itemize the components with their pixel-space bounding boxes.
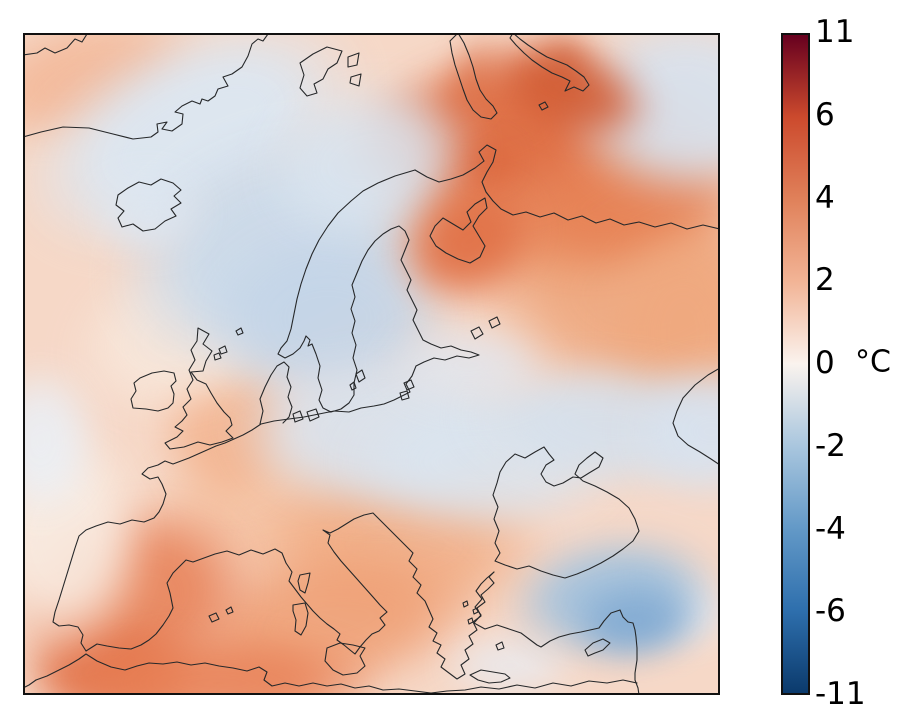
coastline-great-britain	[164, 327, 234, 450]
coastline-aegean-islands	[462, 600, 479, 625]
anomaly-blob	[380, 322, 556, 408]
coastline-novaya-zemlya-north	[509, 35, 590, 92]
colorbar-tick-label: 11	[815, 13, 855, 50]
map-panel	[23, 33, 720, 695]
coastline-svalbard	[299, 46, 362, 97]
colorbar	[781, 33, 810, 695]
coastline-iceland	[115, 178, 182, 232]
coastline-danish-islands	[292, 408, 320, 423]
coastline-ireland	[130, 370, 177, 412]
coastline-jutland	[259, 361, 293, 425]
coastline-arctic-russia	[414, 144, 718, 230]
colorbar-tick-label: 6	[815, 96, 835, 133]
coastline-morocco-atlantic	[25, 679, 37, 688]
colorbar-tick-label: -4	[815, 510, 846, 547]
coastline-greenland-east	[25, 35, 268, 140]
colorbar-tick-label: -6	[815, 593, 846, 630]
coastline-europe-main	[52, 169, 480, 655]
coastline-novaya-zemlya-south	[449, 35, 498, 120]
coastline-black-sea	[492, 446, 640, 579]
coastlines-svg	[25, 35, 718, 693]
colorbar-tick-label: 4	[815, 179, 835, 216]
colorbar-tick-label: -2	[815, 427, 846, 464]
coastline-white-sea	[429, 197, 488, 264]
coastline-greece	[428, 571, 495, 680]
coastline-balearics	[208, 606, 234, 623]
colorbar-tick-label: 0	[815, 344, 835, 381]
coastline-rhodes	[495, 641, 505, 651]
coastline-cyprus	[584, 638, 611, 657]
coastline-north-africa	[35, 653, 638, 693]
coastline-turkey-levant	[473, 571, 640, 693]
lake-ladoga-onega	[470, 316, 501, 340]
coastline-sicily	[324, 642, 366, 676]
coastline-faroe-shetland-orkney	[213, 327, 244, 361]
coastline-caspian	[672, 368, 718, 465]
coastline-greenland-north	[25, 35, 88, 56]
coastline-kolguyev	[538, 101, 549, 111]
anomaly-field	[25, 35, 718, 693]
coastline-estonian-islands	[399, 379, 415, 401]
anomaly-blob	[464, 144, 512, 178]
coastline-crete	[469, 669, 511, 684]
coastline-gotland-oland	[349, 369, 366, 391]
colorbar-unit-label: °C	[855, 344, 891, 380]
coastline-corsica	[297, 572, 311, 594]
coastline-sardinia	[292, 602, 309, 636]
colorbar-tick-label: 2	[815, 262, 835, 299]
colorbar-tick-label: -11	[815, 675, 866, 711]
